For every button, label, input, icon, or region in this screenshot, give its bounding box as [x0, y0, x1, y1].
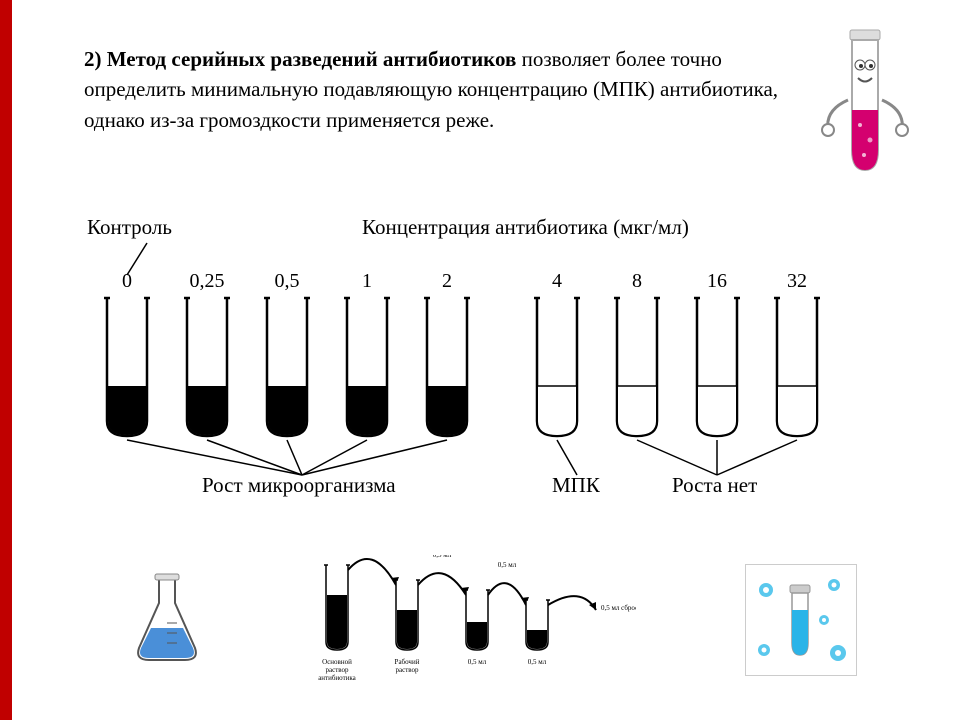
test-tube: 0,5 — [262, 270, 312, 446]
molecule-icon — [745, 564, 857, 676]
test-tube: 0,25 — [182, 270, 232, 446]
svg-text:0,5 мл: 0,5 мл — [498, 561, 517, 569]
concentration-value: 32 — [772, 270, 822, 293]
test-tube: 8 — [612, 270, 662, 446]
no-growth-label: Роста нет — [672, 473, 757, 498]
svg-text:антибиотика: антибиотика — [318, 674, 356, 682]
footer-images: 0,5 мл0,5 мл0,5 мл0,5 мл сбросОсновнойра… — [72, 550, 912, 690]
test-tube: 16 — [692, 270, 742, 446]
concentration-value: 8 — [612, 270, 662, 293]
svg-text:Рабочий: Рабочий — [395, 658, 420, 666]
concentration-value: 1 — [342, 270, 392, 293]
concentration-value: 2 — [422, 270, 472, 293]
test-tube: 4 — [532, 270, 582, 446]
concentration-value: 4 — [532, 270, 582, 293]
slide-page: 2) Метод серийных разведений антибиотико… — [12, 0, 960, 720]
concentration-value: 0,25 — [182, 270, 232, 293]
svg-text:0,5 мл сброс: 0,5 мл сброс — [601, 604, 636, 612]
concentration-value: 16 — [692, 270, 742, 293]
svg-text:раствор: раствор — [325, 666, 349, 674]
accent-bar — [0, 0, 12, 720]
mini-dilution-diagram: 0,5 мл0,5 мл0,5 мл0,5 мл сбросОсновнойра… — [316, 555, 636, 685]
title-bold: 2) Метод серийных разведений антибиотико… — [84, 47, 516, 71]
svg-text:раствор: раствор — [395, 666, 419, 674]
svg-text:0,5 мл: 0,5 мл — [528, 658, 547, 666]
test-tube: 0 — [102, 270, 152, 446]
bottom-labels: Рост микроорганизма МПК Роста нет — [72, 473, 902, 523]
svg-text:Основной: Основной — [322, 658, 352, 666]
concentration-value: 0 — [102, 270, 152, 293]
concentration-value: 0,5 — [262, 270, 312, 293]
cartoon-test-tube-icon — [820, 20, 910, 180]
growth-label: Рост микроорганизма — [202, 473, 396, 498]
test-tube: 32 — [772, 270, 822, 446]
svg-text:0,5 мл: 0,5 мл — [433, 555, 452, 559]
flask-icon — [127, 568, 207, 673]
title-text: 2) Метод серийных разведений антибиотико… — [84, 44, 804, 135]
test-tube: 2 — [422, 270, 472, 446]
svg-text:0,5 мл: 0,5 мл — [468, 658, 487, 666]
dilution-diagram: Контроль Концентрация антибиотика (мкг/м… — [72, 215, 902, 525]
mic-label: МПК — [552, 473, 600, 498]
tube-row: 0 0,25 0,5 1 2 4 8 16 32 — [102, 270, 902, 470]
test-tube: 1 — [342, 270, 392, 446]
